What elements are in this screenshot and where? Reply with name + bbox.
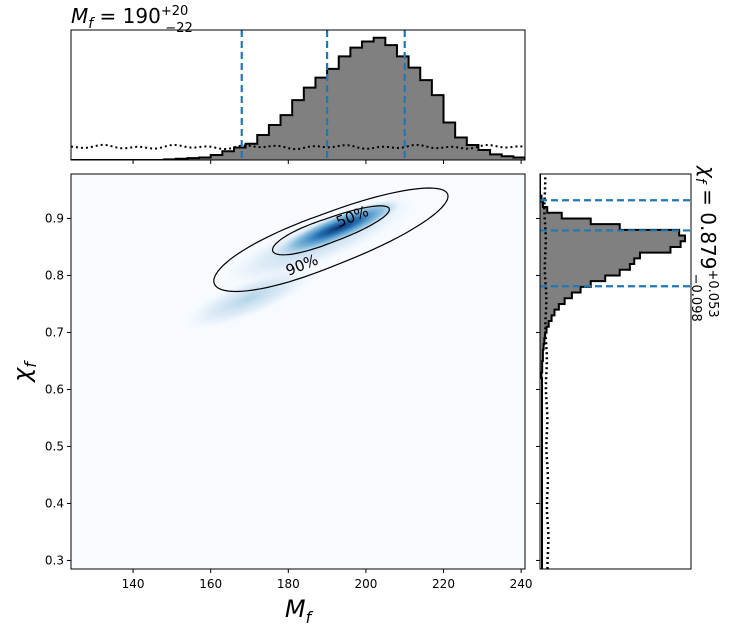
y-axis-label: χf [8, 360, 40, 384]
x-tick-label-1: 160 [199, 577, 222, 591]
x-tick-label-3: 200 [354, 577, 377, 591]
right-histogram [540, 174, 685, 379]
top-marginal-frame [70, 29, 526, 161]
y-tick-label-5: 0.8 [45, 268, 64, 282]
y-tick-label-2: 0.5 [45, 439, 64, 453]
right-prior-curve [543, 175, 550, 569]
right-marginal-frame [539, 173, 692, 570]
contour-90 [213, 187, 449, 293]
top-marginal-panel: Mf = 190+20 −22 [70, 4, 526, 164]
x-tick-label-2: 180 [277, 577, 300, 591]
x-axis-label: Mf [285, 595, 314, 627]
density-tail [184, 267, 315, 330]
y-tick-label-4: 0.7 [45, 325, 64, 339]
y-tick-label-1: 0.4 [45, 496, 64, 510]
x-tick-label-0: 140 [122, 577, 145, 591]
top-histogram [71, 37, 525, 160]
y-tick-label-0: 0.3 [45, 553, 64, 567]
top-marginal-title: Mf = 190+20 −22 [71, 4, 193, 36]
right-marginal-panel: χf = 0.879+0.053−0.098 [536, 165, 720, 570]
y-tick-label-6: 0.9 [45, 211, 64, 225]
contour-50 [271, 205, 391, 256]
top-histogram-outline [71, 36, 525, 160]
x-tick-label-4: 220 [432, 577, 455, 591]
joint-panel: 50% 90% 140 160 180 200 220 240 0.30.40.50.60… [8, 173, 533, 627]
right-marginal-title: χf = 0.879+0.053−0.098 [688, 165, 720, 322]
density-core [275, 199, 402, 256]
joint-frame [70, 173, 526, 570]
x-tick-label-5: 240 [510, 577, 533, 591]
y-tick-label-3: 0.6 [45, 382, 64, 396]
right-histogram-outline [540, 174, 686, 569]
top-prior-curve [71, 143, 525, 151]
